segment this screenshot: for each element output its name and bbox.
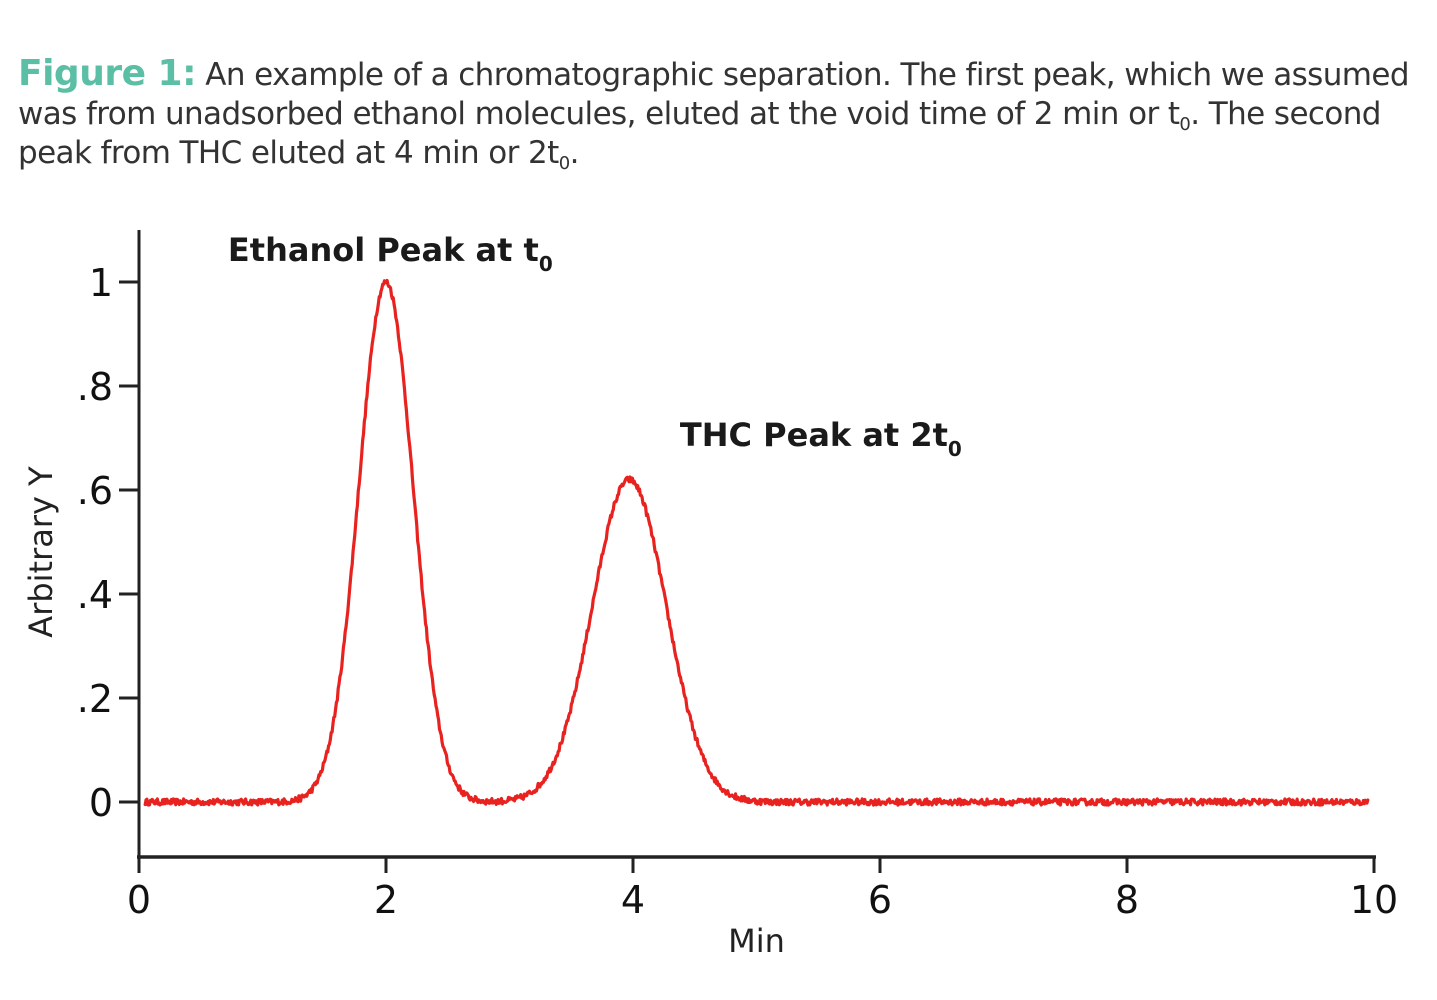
y-tick-label-4: .8 <box>77 365 113 409</box>
peak-annotation-1: THC Peak at 2t0 <box>680 416 962 461</box>
peak-annotation-text-0: Ethanol Peak at t <box>228 231 539 269</box>
y-tick-label-3: .6 <box>77 469 113 513</box>
figure-caption: Figure 1: An example of a chromatographi… <box>18 54 1418 173</box>
peak-annotation-0: Ethanol Peak at t0 <box>228 231 553 276</box>
peak-annotation-subscript-0: 0 <box>539 252 553 276</box>
chart-series <box>143 278 1370 807</box>
x-tick-label-5: 10 <box>1350 878 1398 922</box>
figure-label: Figure 1: <box>18 53 196 94</box>
x-tick-label-0: 0 <box>127 878 151 922</box>
y-tick-label-5: 1 <box>89 261 113 305</box>
y-tick-label-1: .2 <box>77 677 113 721</box>
chart-axes <box>137 230 1376 859</box>
caption-subscript-1: 0 <box>1179 114 1191 135</box>
caption-text-1: An example of a chromatographic separati… <box>205 57 1409 93</box>
caption-line-3: peak from THC eluted at 4 min or 2t0. <box>18 134 1418 173</box>
caption-text-2: was from unadsorbed ethanol molecules, e… <box>18 96 1180 132</box>
x-axis-title: Min <box>728 922 785 960</box>
x-tick-label-4: 8 <box>1115 878 1139 922</box>
series-line-0 <box>143 278 1370 807</box>
x-tick-label-3: 6 <box>868 878 892 922</box>
x-tick-label-2: 4 <box>621 878 645 922</box>
caption-text-3: peak from THC eluted at 4 min or 2t <box>18 135 559 171</box>
y-axis-title: Arbitrary Y <box>22 466 60 638</box>
caption-subscript-2: 0 <box>558 153 570 174</box>
peak-annotation-text-1: THC Peak at 2t <box>680 416 948 454</box>
y-tick-label-0: 0 <box>89 781 113 825</box>
caption-line-2: was from unadsorbed ethanol molecules, e… <box>18 95 1418 134</box>
caption-text-3b: . <box>569 135 580 171</box>
x-tick-label-1: 2 <box>374 878 398 922</box>
y-tick-label-2: .4 <box>77 573 113 617</box>
peak-annotation-subscript-1: 0 <box>948 437 962 461</box>
caption-line-1: Figure 1: An example of a chromatographi… <box>18 54 1418 95</box>
caption-text-2b: . The second <box>1190 96 1381 132</box>
chart-ticks: 0 2 4 6 8 10 0 .2 .4 .6 .8 1 <box>77 261 1398 922</box>
